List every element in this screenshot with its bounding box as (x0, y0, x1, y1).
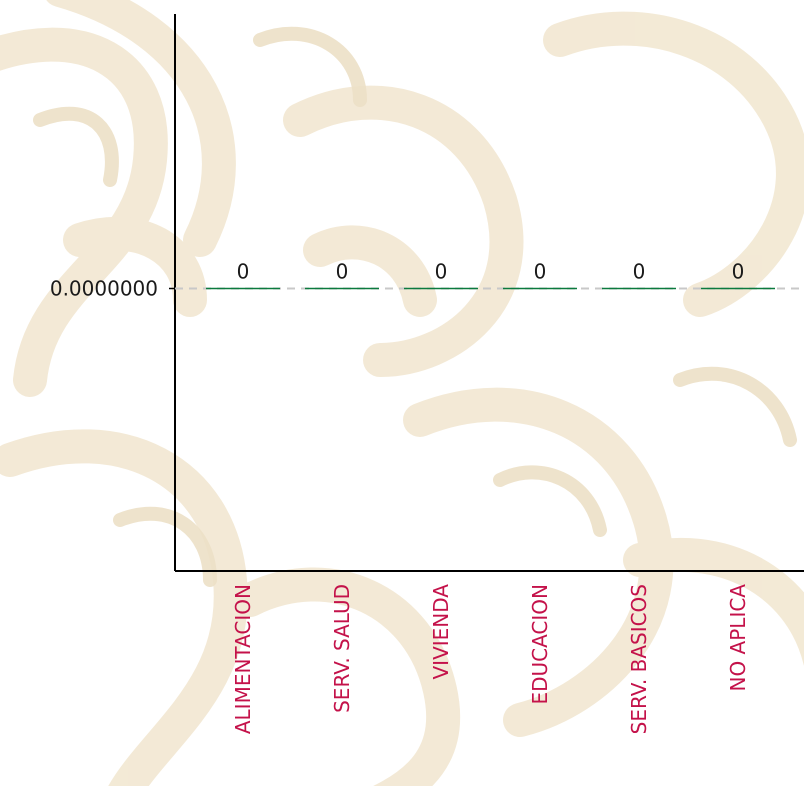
x-tick-label: ALIMENTACION (231, 584, 255, 734)
data-label: 0 (732, 260, 745, 284)
data-label: 0 (237, 260, 250, 284)
data-label: 0 (633, 260, 646, 284)
plot-area: 0.0000000 0 ALIMENTACION 0 SERV. SALUD 0 VIVIE… (50, 14, 804, 734)
bar-alimentacion[interactable] (206, 287, 280, 290)
bar-no-aplica[interactable] (701, 287, 775, 290)
bar-educacion[interactable] (503, 287, 577, 290)
bar-vivienda[interactable] (404, 287, 478, 290)
x-tick-label: NO APLICA (726, 584, 750, 692)
x-tick-label: SERV. SALUD (330, 584, 354, 713)
x-tick-label: VIVIENDA (429, 584, 453, 680)
x-tick-label: SERV. BASICOS (627, 584, 651, 734)
y-tick-label: 0.0000000 (50, 277, 158, 301)
bar-serv-salud[interactable] (305, 287, 379, 290)
bar-serv-basicos[interactable] (602, 287, 676, 290)
x-tick-label: EDUCACION (528, 584, 552, 705)
data-label: 0 (336, 260, 349, 284)
data-label: 0 (435, 260, 448, 284)
data-label: 0 (534, 260, 547, 284)
